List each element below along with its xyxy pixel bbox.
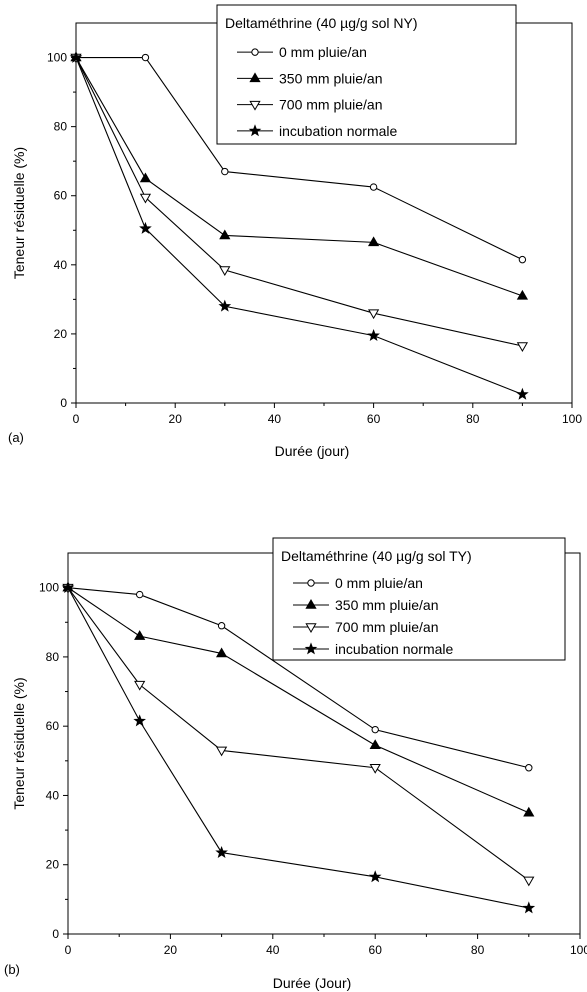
data-point <box>69 50 83 63</box>
data-point <box>368 870 382 883</box>
panel-label: (b) <box>4 962 20 977</box>
data-point <box>219 266 231 277</box>
x-tick-label: 0 <box>65 943 72 957</box>
legend: Deltaméthrine (40 µg/g sol TY) 0 mm pluie… <box>272 537 566 661</box>
data-point <box>139 221 152 234</box>
data-point <box>217 622 226 630</box>
series-2 <box>62 581 535 817</box>
data-point <box>523 876 535 887</box>
x-tick-label: 100 <box>562 412 582 426</box>
legend-title: Deltaméthrine (40 µg/g sol NY) <box>225 15 417 31</box>
legend-entry-label: incubation normale <box>335 641 454 657</box>
data-point <box>516 289 529 300</box>
legend-entry-label: 0 mm pluie/an <box>279 44 367 60</box>
data-point <box>139 172 152 183</box>
x-tick-label: 40 <box>268 412 282 426</box>
y-tick-label: 60 <box>54 189 68 203</box>
series-4 <box>61 581 536 914</box>
y-tick-label: 0 <box>52 927 59 941</box>
legend-marker <box>248 124 262 137</box>
y-tick-label: 20 <box>54 327 68 341</box>
legend-marker <box>305 598 317 609</box>
x-tick-label: 40 <box>266 943 280 957</box>
data-point <box>133 714 146 727</box>
data-point <box>141 53 150 62</box>
legend-entry-label: 700 mm pluie/an <box>335 619 439 635</box>
y-tick-label: 100 <box>47 51 67 65</box>
data-point <box>215 647 228 658</box>
y-tick-label: 40 <box>46 788 60 802</box>
legend-title: Deltaméthrine (40 µg/g sol TY) <box>281 548 472 564</box>
legend-entry-label: incubation normale <box>279 123 398 139</box>
data-point <box>219 229 231 240</box>
x-tick-label: 100 <box>570 943 587 957</box>
legend-box <box>216 4 517 145</box>
data-point <box>134 630 146 640</box>
y-tick-label: 80 <box>46 650 60 664</box>
chart-panel-b: 0 20 40 60 80 100 0 20 40 60 80 100 Durée (Jour) Tene… <box>4 537 587 991</box>
legend-entry-label: 350 mm pluie/an <box>279 70 383 86</box>
data-point <box>139 193 152 204</box>
legend-entry-label: 700 mm pluie/an <box>279 97 383 113</box>
x-tick-label: 20 <box>169 412 183 426</box>
legend-marker <box>307 579 315 587</box>
data-point <box>367 309 380 320</box>
data-point <box>516 342 529 353</box>
legend-entry-label: 350 mm pluie/an <box>335 597 439 613</box>
data-point <box>369 739 381 749</box>
data-point <box>371 725 379 734</box>
data-point <box>134 680 146 691</box>
data-point <box>523 806 535 817</box>
y-tick-label: 0 <box>60 396 67 410</box>
legend: Deltaméthrine (40 µg/g sol NY) 0 mm pluie… <box>216 4 517 145</box>
x-tick-label: 20 <box>164 943 178 957</box>
data-point <box>221 167 229 176</box>
data-point <box>369 183 378 191</box>
data-point <box>61 581 75 593</box>
y-axis-label: Teneur résiduelle (%) <box>11 147 27 279</box>
x-axis-label: Durée (Jour) <box>273 975 352 991</box>
y-axis-label: Teneur résiduelle (%) <box>11 677 27 809</box>
data-point <box>135 590 144 599</box>
data-point <box>369 763 381 774</box>
panel-label: (a) <box>8 430 24 445</box>
legend-marker <box>251 48 259 56</box>
data-point <box>522 901 536 914</box>
data-point <box>525 764 533 772</box>
y-tick-label: 20 <box>46 858 60 872</box>
data-point <box>218 299 232 312</box>
data-point <box>367 329 380 341</box>
legend-marker <box>249 72 261 83</box>
legend-marker <box>305 623 317 634</box>
series-4 <box>69 50 529 400</box>
chart-panel-a: 0 20 40 60 80 100 0 20 40 60 80 100 Durée (jour) Tene… <box>8 4 582 459</box>
data-point <box>516 387 529 400</box>
x-tick-label: 80 <box>466 412 480 426</box>
data-point <box>215 845 228 858</box>
legend-marker <box>249 100 261 111</box>
y-tick-label: 60 <box>46 719 60 733</box>
x-tick-label: 80 <box>471 943 485 957</box>
legend-box <box>272 537 566 661</box>
x-tick-label: 60 <box>367 412 381 426</box>
data-point <box>367 236 380 247</box>
y-tick-label: 80 <box>54 120 68 134</box>
x-axis-label: Durée (jour) <box>275 443 350 459</box>
y-tick-label: 40 <box>54 258 68 272</box>
data-point <box>518 255 527 264</box>
legend-entry-label: 0 mm pluie/an <box>335 575 423 591</box>
x-tick-label: 0 <box>73 412 80 426</box>
x-tick-label: 60 <box>369 943 383 957</box>
legend-marker <box>304 642 318 655</box>
y-tick-label: 100 <box>39 581 59 595</box>
data-point <box>215 746 228 757</box>
